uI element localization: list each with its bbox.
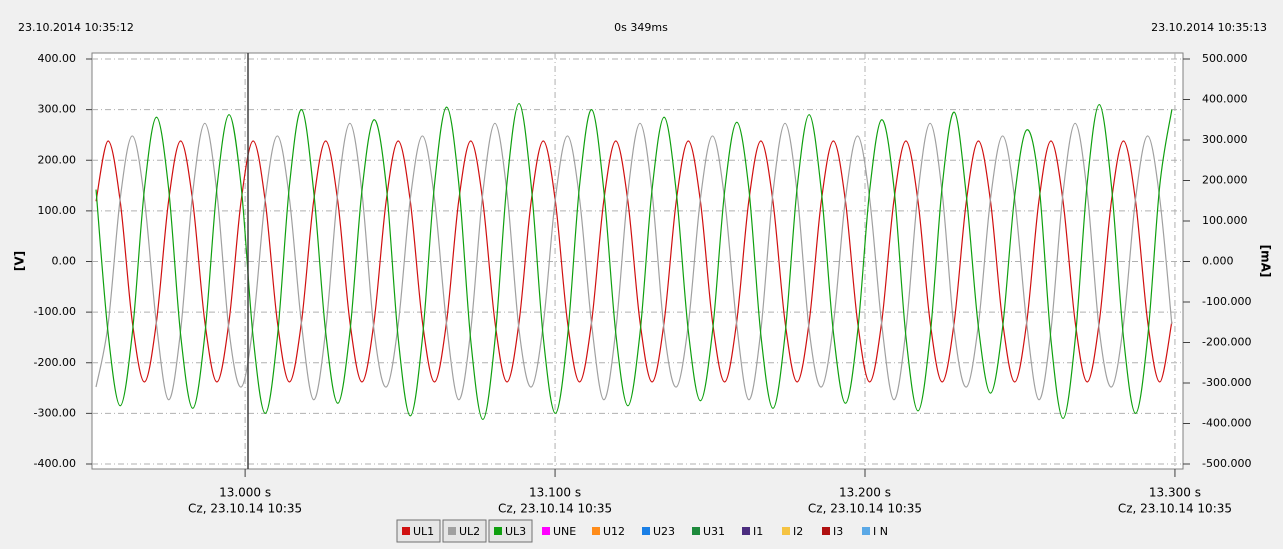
legend-label[interactable]: UL1 <box>413 525 434 538</box>
series-line <box>95 140 1173 383</box>
y2-tick-label: 500.000 <box>1202 52 1248 65</box>
y-tick-label: 200.00 <box>38 153 77 166</box>
y-tick-label: -100.00 <box>34 305 76 318</box>
legend-swatch[interactable] <box>862 527 870 535</box>
legend-swatch[interactable] <box>542 527 550 535</box>
y2-tick-label: 0.000 <box>1202 255 1234 268</box>
y2-tick-label: -200.000 <box>1202 336 1251 349</box>
y-tick-label: 100.00 <box>38 204 77 217</box>
y2-tick-label: -300.000 <box>1202 376 1251 389</box>
y-tick-label: -300.00 <box>34 406 76 419</box>
legend-swatch[interactable] <box>402 527 410 535</box>
legend-label[interactable]: U31 <box>703 525 725 538</box>
legend-label[interactable]: I2 <box>793 525 803 538</box>
y-tick-label: 300.00 <box>38 103 77 116</box>
x-tick-sublabel: Cz, 23.10.14 10:35 <box>498 502 612 516</box>
legend-swatch[interactable] <box>448 527 456 535</box>
legend-label[interactable]: UL3 <box>505 525 526 538</box>
y-tick-label: 400.00 <box>38 52 77 65</box>
legend-label[interactable]: I1 <box>753 525 763 538</box>
legend-label[interactable]: I N <box>873 525 888 538</box>
legend-swatch[interactable] <box>592 527 600 535</box>
x-tick-label: 13.100 s <box>529 486 581 500</box>
legend-label[interactable]: UL2 <box>459 525 480 538</box>
y2-tick-label: -400.000 <box>1202 417 1251 430</box>
x-tick-sublabel: Cz, 23.10.14 10:35 <box>808 502 922 516</box>
legend-swatch[interactable] <box>822 527 830 535</box>
legend-label[interactable]: UNE <box>553 525 576 538</box>
legend-swatch[interactable] <box>494 527 502 535</box>
header-right: 23.10.2014 10:35:13 <box>1151 21 1267 34</box>
legend-label[interactable]: U23 <box>653 525 675 538</box>
y2-tick-label: -100.000 <box>1202 295 1251 308</box>
header-center: 0s 349ms <box>614 21 668 34</box>
legend-button[interactable] <box>488 519 533 543</box>
y2-tick-label: 200.000 <box>1202 174 1248 187</box>
legend-label[interactable]: I3 <box>833 525 843 538</box>
header-left: 23.10.2014 10:35:12 <box>18 21 134 34</box>
y2-tick-label: 300.000 <box>1202 133 1248 146</box>
y2-tick-label: 400.000 <box>1202 93 1248 106</box>
y-tick-label: -400.00 <box>34 457 76 470</box>
x-tick-label: 13.200 s <box>839 486 891 500</box>
y-tick-label: -200.00 <box>34 356 76 369</box>
y2-axis-label: [mA] <box>1259 245 1273 278</box>
y2-tick-label: -500.000 <box>1202 457 1251 470</box>
x-tick-label: 13.300 s <box>1149 486 1201 500</box>
legend-button[interactable] <box>396 519 441 543</box>
y2-tick-label: 100.000 <box>1202 214 1248 227</box>
plot-area <box>92 53 1183 469</box>
legend-swatch[interactable] <box>742 527 750 535</box>
series-line <box>95 122 1173 401</box>
x-tick-sublabel: Cz, 23.10.14 10:35 <box>188 502 302 516</box>
legend-button[interactable] <box>442 519 487 543</box>
series-line <box>95 102 1173 421</box>
legend-swatch[interactable] <box>692 527 700 535</box>
x-tick-sublabel: Cz, 23.10.14 10:35 <box>1118 502 1232 516</box>
legend-swatch[interactable] <box>782 527 790 535</box>
y-tick-label: 0.00 <box>52 255 77 268</box>
legend-label[interactable]: U12 <box>603 525 625 538</box>
legend-swatch[interactable] <box>642 527 650 535</box>
x-tick-label: 13.000 s <box>219 486 271 500</box>
y-axis-label: [V] <box>13 251 27 271</box>
